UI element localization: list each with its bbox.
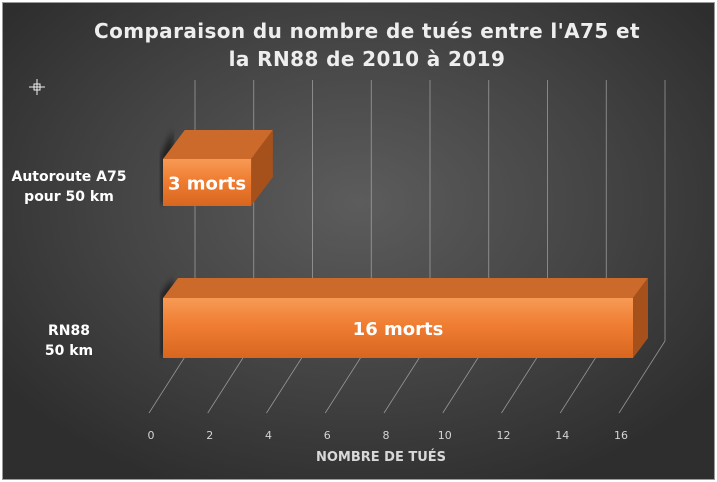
bar-0 (163, 159, 252, 206)
bars: 3 morts 16 morts (161, 130, 648, 358)
bar-1 (163, 298, 633, 358)
x-tick-8: 8 (383, 429, 390, 442)
gridlines (148, 80, 666, 414)
bar-top-1 (163, 278, 648, 298)
chart-title-line-2: la RN88 de 2010 à 2019 (229, 47, 506, 71)
crosshair-cursor-icon (29, 79, 45, 95)
x-tick-labels: 0 2 4 6 8 10 12 14 16 (148, 429, 629, 442)
x-tick-16: 16 (614, 429, 628, 442)
category-label-0-0: Autoroute A75 (12, 169, 127, 185)
x-tick-2: 2 (206, 429, 213, 442)
category-label-1-1: 50 km (45, 343, 93, 359)
chart-title-line-1: Comparaison du nombre de tués entre l'A7… (94, 19, 640, 43)
data-label-1: 16 morts (353, 319, 444, 340)
x-tick-12: 12 (497, 429, 511, 442)
chart-canvas: Comparaison du nombre de tués entre l'A7… (12, 19, 666, 465)
x-axis-title: NOMBRE DE TUÉS (316, 449, 446, 465)
floor-gridline-16 (618, 340, 666, 414)
bar-side-1 (633, 278, 648, 358)
bar-group-0: 3 morts (161, 130, 273, 206)
x-tick-4: 4 (265, 429, 272, 442)
data-label-0: 3 morts (168, 174, 246, 195)
x-tick-14: 14 (555, 429, 569, 442)
category-labels: Autoroute A75 pour 50 km RN88 50 km (12, 169, 127, 359)
category-label-0-1: pour 50 km (24, 189, 114, 205)
x-tick-10: 10 (438, 429, 452, 442)
x-tick-0: 0 (148, 429, 155, 442)
bar-side-0 (251, 130, 273, 206)
category-label-1-0: RN88 (48, 323, 90, 339)
bar-group-1: 16 morts (161, 278, 648, 358)
x-tick-6: 6 (324, 429, 331, 442)
bar-top-0 (163, 130, 273, 159)
